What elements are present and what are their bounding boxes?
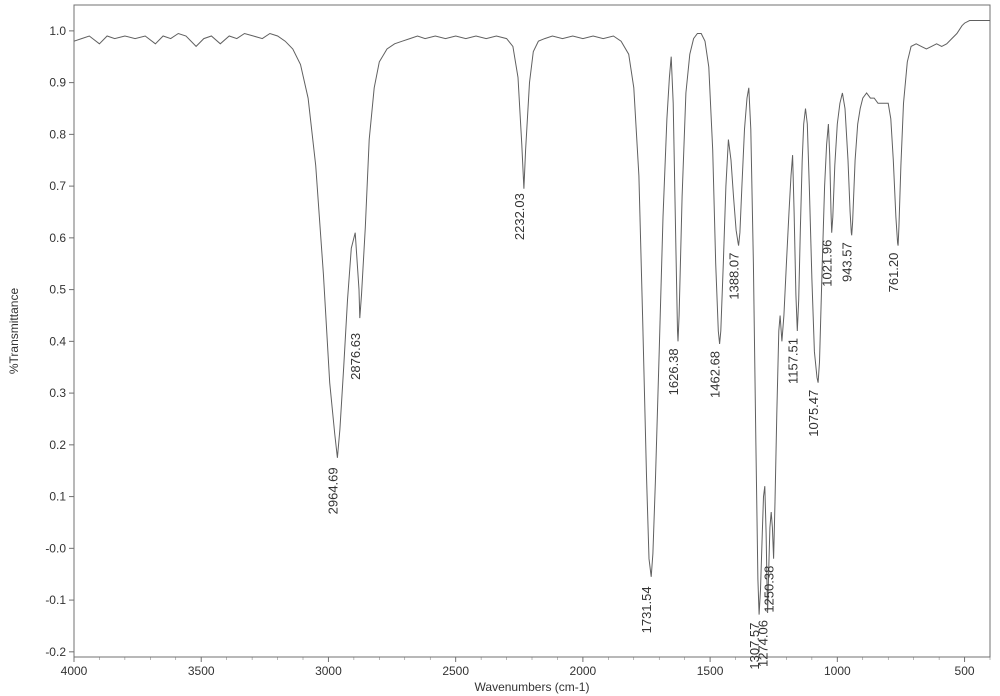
peak-label: 1157.51 xyxy=(785,338,800,384)
x-tick-label: 4000 xyxy=(61,664,88,678)
peak-label: 1462.68 xyxy=(708,351,723,398)
peak-label: 1250.38 xyxy=(762,566,777,613)
y-tick-label: 0.6 xyxy=(49,231,66,245)
x-tick-label: 1000 xyxy=(824,664,851,678)
y-tick-label: 0.5 xyxy=(49,283,66,297)
y-tick-label: 1.0 xyxy=(49,24,66,38)
x-tick-label: 2500 xyxy=(442,664,469,678)
peak-label: 1274.06 xyxy=(756,620,771,667)
y-tick-label: 0.7 xyxy=(49,179,66,193)
peak-label: 1021.96 xyxy=(820,240,835,287)
y-axis-label: %Transmittance xyxy=(7,288,21,375)
y-tick-label: -0.0 xyxy=(45,541,66,555)
x-tick-label: 1500 xyxy=(697,664,724,678)
x-tick-label: 3000 xyxy=(315,664,342,678)
peak-label: 1731.54 xyxy=(639,586,654,633)
peak-label: 2876.63 xyxy=(348,333,363,380)
peak-label: 761.20 xyxy=(886,253,901,293)
y-tick-label: -0.2 xyxy=(45,645,66,659)
ir-spectrum-chart: 4000 3500 3000 2500 2000 1500 1000 500 1.0 0.9 0.8… xyxy=(0,0,1000,696)
peak-label: 1626.38 xyxy=(666,348,681,395)
y-tick-label: 0.2 xyxy=(49,438,66,452)
y-tick-label: -0.1 xyxy=(45,593,66,607)
peak-label: 2964.69 xyxy=(325,467,340,514)
x-tick-label: 3500 xyxy=(188,664,215,678)
y-tick-label: 0.1 xyxy=(49,490,66,504)
y-tick-label: 0.4 xyxy=(49,334,66,348)
y-tick-label: 0.8 xyxy=(49,127,66,141)
x-tick-label: 500 xyxy=(955,664,975,678)
peak-label: 1075.47 xyxy=(806,390,821,437)
peak-label: 1388.07 xyxy=(727,253,742,300)
x-axis-label: Wavenumbers (cm-1) xyxy=(475,680,590,694)
peak-label: 943.57 xyxy=(840,242,855,282)
y-tick-label: 0.9 xyxy=(49,76,66,90)
x-tick-label: 2000 xyxy=(570,664,597,678)
y-tick-label: 0.3 xyxy=(49,386,66,400)
peak-label: 2232.03 xyxy=(512,193,527,240)
